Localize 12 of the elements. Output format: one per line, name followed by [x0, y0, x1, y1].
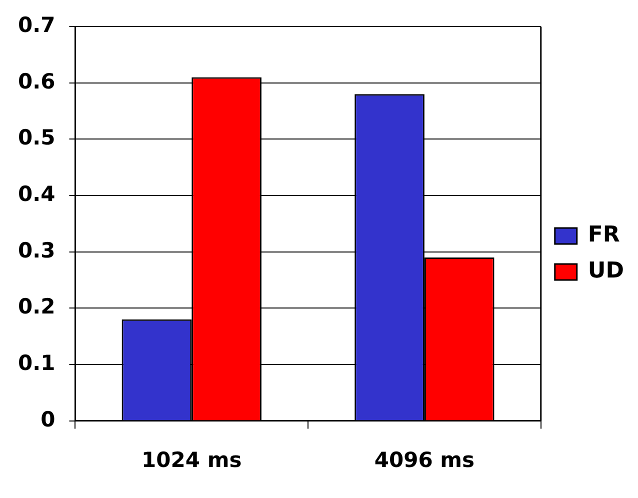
y-tick-label: 0.6 — [18, 69, 56, 94]
y-tick-label: 0 — [40, 407, 56, 432]
x-tick-label: 1024 ms — [142, 448, 242, 472]
y-tick-label: 0.4 — [18, 182, 56, 206]
y-tick-label: 0.3 — [18, 238, 56, 262]
x-tick-label: 4096 ms — [374, 448, 475, 472]
legend-label: UD — [588, 258, 624, 284]
y-tick-label: 0.7 — [18, 13, 56, 38]
y-tick-label: 0.2 — [18, 294, 56, 319]
y-tick-label: 0.1 — [18, 350, 56, 375]
legend-label: FR — [588, 222, 620, 248]
y-tick-label: 0.5 — [18, 126, 56, 150]
